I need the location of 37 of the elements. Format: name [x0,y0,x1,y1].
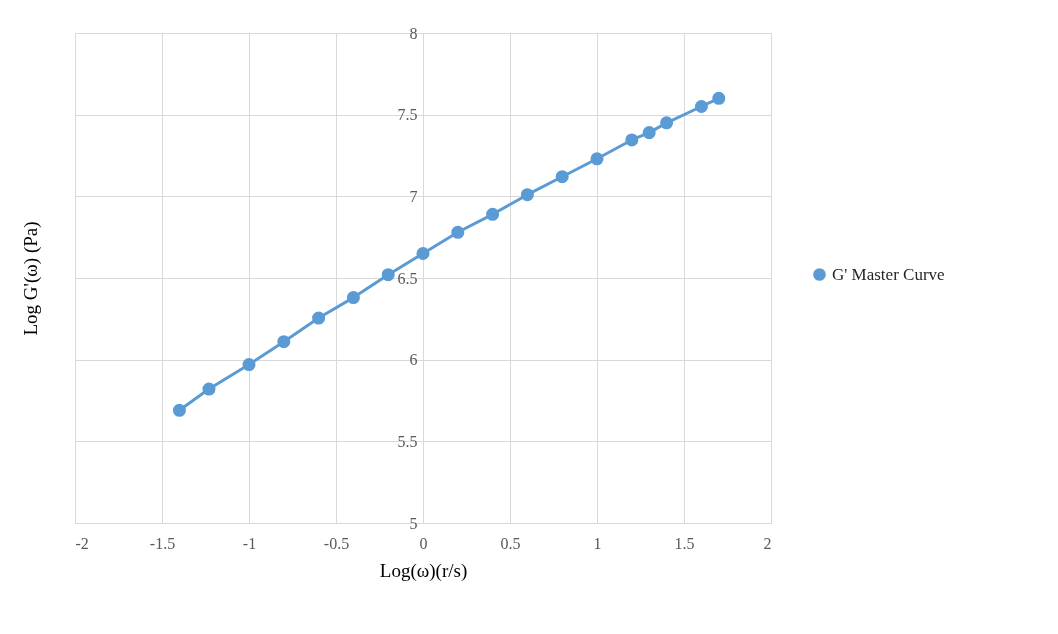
y-axis-title: Log G'(ω) (Pa) [19,221,42,336]
point [172,403,186,417]
y-tick-label: 8 [409,24,418,42]
y-tick-label: 7.5 [397,106,418,124]
x-tick-label: -1.5 [149,534,176,552]
point [486,207,500,221]
y-tick-label: 5 [409,514,418,532]
x-tick-label: -0.5 [323,534,350,552]
point [277,335,291,349]
point [520,188,534,202]
x-tick-label: 2 [763,534,772,552]
x-tick-label: 0 [419,534,428,552]
point [590,152,604,166]
point [202,382,216,396]
point [694,99,708,114]
point [242,358,256,372]
point [555,170,569,184]
point [660,116,674,130]
x-tick-label: 1.5 [674,534,695,552]
point [346,291,360,305]
point [416,246,430,261]
x-tick-label: 0.5 [500,534,521,552]
point [312,311,326,325]
x-tick-label: 1 [593,534,602,552]
y-tick-label: 7 [409,187,418,205]
point [451,225,465,239]
y-tick-label: 5.5 [397,432,418,450]
x-tick-label: -1 [242,534,257,552]
x-tick-label: -2 [75,534,89,552]
legend-label: G' Master Curve [832,264,945,284]
point [642,126,656,140]
y-tick-label: 6 [409,351,418,369]
point [625,133,639,147]
point [712,91,726,105]
y-tick-label: 6.5 [397,269,418,287]
x-axis-title: Log(ω)(r/s) [379,559,468,582]
point [381,268,395,282]
